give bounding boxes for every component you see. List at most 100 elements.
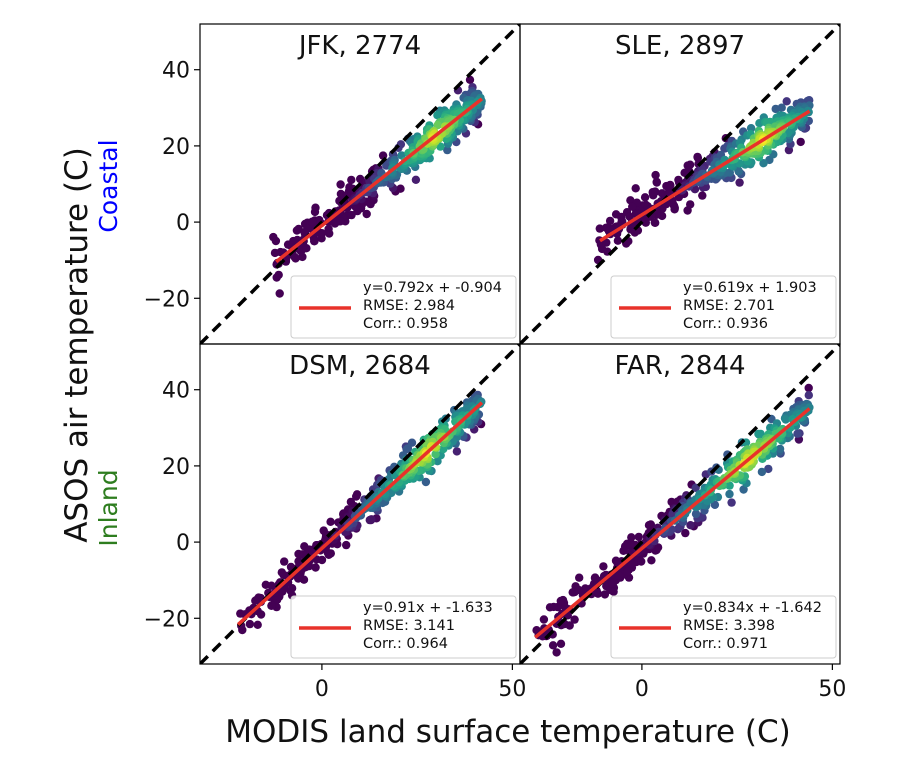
data-point [653, 543, 663, 552]
data-point [365, 515, 374, 525]
legend: y=0.91x + -1.633 RMSE: 3.141 Corr.: 0.964 [290, 595, 517, 659]
data-point [336, 180, 345, 189]
data-point [647, 556, 656, 565]
data-point [352, 490, 362, 499]
data-point [595, 224, 604, 233]
data-point [565, 621, 574, 630]
data-point [267, 601, 276, 610]
data-point [650, 218, 659, 227]
x-axis-label: MODIS land surface temperature (C) [225, 714, 790, 750]
data-point [347, 175, 356, 185]
data-point [667, 497, 676, 507]
identity-line [520, 24, 840, 344]
fit-line [275, 97, 483, 264]
data-point [691, 509, 701, 519]
y-axis-label: ASOS air temperature (C) [59, 147, 95, 543]
legend-box [290, 595, 517, 659]
x-tick-label: 50 [498, 677, 526, 702]
identity-line [200, 24, 520, 344]
data-point [605, 216, 615, 226]
legend-line: Corr.: 0.964 [363, 636, 448, 652]
panel-title: FAR, 2844 [614, 351, 745, 381]
data-point [407, 438, 417, 447]
data-point [421, 477, 431, 487]
data-point [433, 111, 442, 120]
data-point [236, 609, 245, 618]
data-point [804, 383, 813, 393]
data-point [270, 248, 280, 258]
plot-area [200, 344, 520, 664]
legend: y=0.619x + 1.903 RMSE: 2.701 Corr.: 0.936 [610, 275, 837, 339]
data-point [556, 639, 566, 648]
x-tick-label: 50 [818, 677, 846, 702]
data-point [279, 570, 288, 580]
row-label-coastal: Coastal [94, 139, 123, 232]
data-point [552, 648, 561, 657]
data-point [403, 444, 413, 453]
data-point [640, 193, 650, 202]
data-point [759, 159, 768, 168]
plot-area [200, 24, 520, 344]
x-tick-label: 0 [635, 677, 649, 702]
legend-line: RMSE: 2.984 [363, 298, 455, 314]
scatter-panels: JFK, 2774 −20 0 20 40 y=0.792x + -0.904 RMSE: … [144, 23, 846, 702]
data-point [298, 252, 307, 262]
panel-title: DSM, 2684 [289, 351, 431, 381]
fit-line [599, 109, 811, 243]
data-point [599, 562, 608, 571]
data-point [613, 236, 623, 245]
data-point [336, 217, 345, 226]
panel-title: SLE, 2897 [615, 31, 745, 61]
data-point [782, 97, 791, 106]
data-point [574, 585, 583, 595]
data-point [570, 615, 579, 624]
data-point [691, 483, 700, 492]
data-point [362, 209, 371, 219]
data-point [686, 521, 695, 530]
data-point [431, 450, 440, 459]
y-tick-label: −20 [144, 287, 190, 312]
data-point [681, 528, 690, 538]
data-points [269, 75, 486, 298]
data-point [611, 556, 621, 565]
data-point [548, 641, 558, 650]
data-point [539, 615, 549, 624]
data-point [304, 545, 314, 554]
data-point [725, 481, 734, 490]
legend-line: y=0.834x + -1.642 [683, 600, 822, 616]
data-point [666, 181, 675, 190]
data-point [433, 121, 442, 130]
data-point [269, 232, 278, 242]
data-point [670, 203, 679, 213]
data-point [549, 602, 558, 612]
data-point [634, 532, 643, 542]
data-point [622, 567, 632, 577]
data-point [267, 581, 276, 590]
scatter-panel: DSM, 2684 −20 0 20 40 0 50 y=0.91x + -1.633 RMSE… [144, 343, 526, 702]
data-point [651, 170, 660, 180]
scatter-panel: SLE, 2897 y=0.619x + 1.903 RMSE: 2.701 Corr… [519, 23, 841, 345]
data-point [465, 75, 475, 85]
data-point [280, 557, 289, 566]
data-point [608, 579, 617, 588]
data-point [396, 184, 405, 193]
row-label-inland: Inland [94, 469, 123, 546]
data-point [614, 571, 624, 580]
data-point [657, 189, 667, 198]
plot-area [520, 344, 840, 664]
data-point [626, 196, 635, 205]
data-point [308, 217, 317, 226]
legend-line: Corr.: 0.936 [683, 316, 768, 332]
data-point [746, 124, 756, 133]
legend-line: y=0.91x + -1.633 [363, 600, 493, 616]
data-point [764, 464, 773, 474]
data-point [685, 160, 695, 169]
legend-box [610, 275, 837, 339]
panel-frame [519, 343, 841, 665]
data-point [294, 574, 303, 583]
data-point [631, 184, 640, 193]
data-point [793, 429, 802, 438]
legend-line: y=0.792x + -0.904 [363, 280, 502, 296]
data-point [443, 145, 452, 155]
